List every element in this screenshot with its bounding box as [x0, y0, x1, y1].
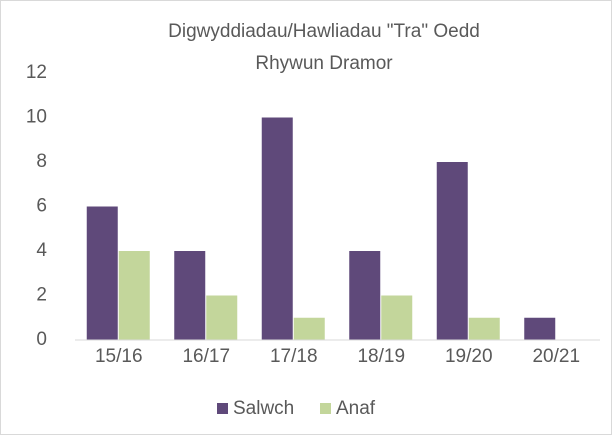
- bar: [524, 317, 556, 340]
- chart-title: Digwyddiadau/Hawliadau "Tra" Oedd: [168, 21, 480, 42]
- legend-label: Anaf: [336, 398, 376, 419]
- bar: [86, 206, 118, 340]
- bar: [261, 117, 293, 340]
- y-tick-label: 0: [36, 329, 47, 350]
- y-tick-label: 4: [36, 240, 47, 261]
- legend-swatch: [320, 403, 331, 414]
- bar: [349, 251, 381, 340]
- y-tick-label: 8: [36, 151, 47, 172]
- bar: [174, 251, 206, 340]
- legend-swatch: [217, 403, 228, 414]
- y-tick-label: 12: [26, 62, 47, 83]
- x-tick-label: 17/18: [270, 346, 318, 367]
- chart-title: Rhywun Dramor: [255, 53, 393, 74]
- y-tick-label: 6: [36, 196, 47, 217]
- bar: [381, 295, 413, 340]
- bar: [468, 317, 500, 340]
- y-tick-label: 2: [36, 285, 47, 306]
- y-tick-label: 10: [26, 107, 47, 128]
- bar: [436, 162, 468, 340]
- x-tick-label: 20/21: [532, 346, 580, 367]
- x-tick-label: 19/20: [445, 346, 493, 367]
- x-tick-label: 18/19: [357, 346, 405, 367]
- bar: [118, 251, 150, 340]
- legend-label: Salwch: [233, 398, 294, 419]
- bar: [293, 317, 325, 340]
- bar: [206, 295, 238, 340]
- x-tick-label: 15/16: [95, 346, 143, 367]
- x-tick-label: 16/17: [182, 346, 230, 367]
